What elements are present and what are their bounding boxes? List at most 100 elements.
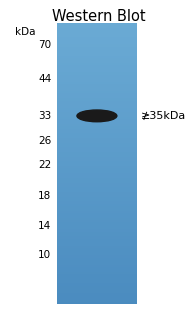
Text: 22: 22 bbox=[38, 160, 51, 170]
Bar bbox=[57, 194, 137, 197]
Bar bbox=[57, 166, 137, 168]
Bar bbox=[57, 77, 137, 79]
Ellipse shape bbox=[77, 110, 117, 122]
Bar bbox=[57, 225, 137, 227]
Bar bbox=[57, 65, 137, 68]
Bar bbox=[57, 91, 137, 93]
Bar bbox=[57, 35, 137, 37]
Bar bbox=[57, 290, 137, 293]
Bar bbox=[57, 269, 137, 272]
Bar bbox=[57, 79, 137, 82]
Bar bbox=[57, 143, 137, 145]
Text: 44: 44 bbox=[38, 74, 51, 84]
Bar bbox=[57, 152, 137, 154]
Bar bbox=[57, 211, 137, 213]
Bar bbox=[57, 40, 137, 42]
Bar bbox=[57, 136, 137, 138]
Bar bbox=[57, 189, 137, 192]
Text: 18: 18 bbox=[38, 191, 51, 201]
Bar bbox=[57, 133, 137, 136]
Bar bbox=[57, 30, 137, 32]
Bar bbox=[57, 204, 137, 206]
Bar bbox=[57, 197, 137, 199]
Bar bbox=[57, 100, 137, 103]
Bar bbox=[57, 70, 137, 72]
Bar bbox=[57, 215, 137, 218]
Bar bbox=[57, 302, 137, 304]
Bar bbox=[57, 63, 137, 65]
Bar bbox=[57, 58, 137, 61]
Bar bbox=[57, 243, 137, 246]
Bar bbox=[57, 265, 137, 267]
Bar bbox=[57, 297, 137, 300]
Bar bbox=[57, 82, 137, 84]
Bar bbox=[57, 206, 137, 208]
Bar bbox=[57, 208, 137, 211]
Bar bbox=[57, 147, 137, 150]
Bar bbox=[57, 295, 137, 297]
Bar bbox=[57, 138, 137, 140]
Bar bbox=[57, 222, 137, 225]
Bar bbox=[57, 103, 137, 105]
Bar bbox=[57, 173, 137, 176]
Bar bbox=[57, 112, 137, 115]
Bar bbox=[57, 108, 137, 110]
Bar bbox=[57, 234, 137, 236]
Bar bbox=[57, 117, 137, 119]
Bar bbox=[57, 180, 137, 183]
Bar bbox=[57, 96, 137, 98]
Bar bbox=[57, 68, 137, 70]
Bar bbox=[57, 220, 137, 222]
Bar bbox=[57, 87, 137, 89]
Text: ≱35kDa: ≱35kDa bbox=[141, 111, 186, 121]
Bar bbox=[57, 164, 137, 166]
Bar bbox=[57, 267, 137, 269]
Bar bbox=[57, 44, 137, 47]
Bar bbox=[57, 126, 137, 129]
Bar bbox=[57, 227, 137, 229]
Bar bbox=[57, 110, 137, 112]
Bar bbox=[57, 274, 137, 276]
Bar bbox=[57, 32, 137, 35]
Bar bbox=[57, 119, 137, 122]
Bar bbox=[57, 51, 137, 54]
Bar bbox=[57, 241, 137, 243]
Bar bbox=[57, 72, 137, 75]
Text: Western Blot: Western Blot bbox=[52, 9, 146, 24]
Bar bbox=[57, 178, 137, 180]
Bar bbox=[57, 171, 137, 173]
Bar bbox=[57, 28, 137, 30]
Bar bbox=[57, 176, 137, 178]
Bar bbox=[57, 84, 137, 87]
Text: 14: 14 bbox=[38, 221, 51, 231]
Bar bbox=[57, 185, 137, 187]
Bar bbox=[57, 229, 137, 232]
Bar bbox=[57, 93, 137, 96]
Bar bbox=[57, 61, 137, 63]
Bar bbox=[57, 279, 137, 281]
Bar bbox=[57, 251, 137, 253]
Bar bbox=[57, 49, 137, 51]
Bar bbox=[57, 26, 137, 28]
Bar bbox=[57, 255, 137, 257]
Bar bbox=[57, 283, 137, 286]
Bar bbox=[57, 121, 137, 124]
Bar bbox=[57, 37, 137, 40]
Bar bbox=[57, 236, 137, 239]
Bar bbox=[57, 257, 137, 260]
Bar bbox=[57, 246, 137, 248]
Bar bbox=[57, 260, 137, 262]
Bar bbox=[57, 42, 137, 44]
Bar bbox=[57, 159, 137, 161]
Bar bbox=[57, 129, 137, 131]
Bar bbox=[57, 232, 137, 234]
Bar bbox=[57, 105, 137, 108]
Bar bbox=[57, 157, 137, 159]
Bar bbox=[57, 199, 137, 201]
Bar bbox=[57, 98, 137, 100]
Bar bbox=[57, 300, 137, 302]
Bar bbox=[57, 288, 137, 290]
Bar bbox=[57, 183, 137, 185]
Text: 70: 70 bbox=[38, 40, 51, 50]
Bar bbox=[57, 150, 137, 152]
